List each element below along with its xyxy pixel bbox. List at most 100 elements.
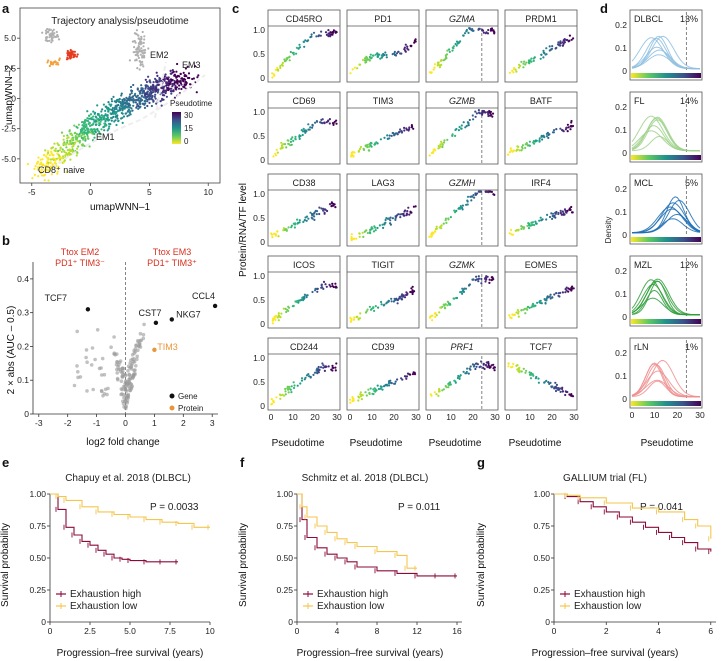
facet-point <box>565 286 568 289</box>
facet-point <box>549 293 552 296</box>
volcano-point <box>103 387 108 392</box>
umap-point <box>104 117 107 120</box>
facet-point <box>552 131 556 134</box>
umap-point <box>81 124 84 127</box>
umap-point <box>26 163 29 166</box>
umap-point <box>142 89 145 92</box>
legend-protein-marker <box>169 405 175 411</box>
umap-point <box>43 173 47 176</box>
a-xtick-label: 0 <box>88 187 93 197</box>
umap-point <box>144 100 147 103</box>
umap-point <box>173 96 176 99</box>
facet-tigit: TIGIT <box>346 255 420 329</box>
facet-point <box>368 305 371 308</box>
umap-point <box>48 154 52 157</box>
km-xtick-label: 16 <box>452 626 462 636</box>
facet-point <box>292 386 296 390</box>
umap-point <box>65 143 68 146</box>
facet-point <box>291 305 294 308</box>
umap-point <box>136 103 139 106</box>
umap-point <box>196 76 199 79</box>
facet-point <box>528 306 531 309</box>
umap-point <box>111 107 114 110</box>
umap-point <box>107 127 110 130</box>
facet-point <box>433 148 436 151</box>
umap-point <box>123 105 126 108</box>
facet-point <box>515 311 518 314</box>
facet-point <box>295 52 298 55</box>
umap-point <box>65 151 68 155</box>
umap-point <box>75 125 78 128</box>
facet-point <box>381 223 384 226</box>
facet-point <box>299 382 302 385</box>
facet-point <box>367 149 370 152</box>
facet-point <box>564 209 567 212</box>
umap-point <box>128 106 131 109</box>
volcano-point <box>121 402 126 406</box>
umap-point <box>189 83 192 86</box>
umap-point <box>31 177 34 180</box>
facet-point <box>380 56 383 59</box>
panel-c: Protein/RNA/TF level Pseudotime Pseudoti… <box>238 9 579 449</box>
umap-point <box>139 102 142 106</box>
umap-point <box>126 115 129 118</box>
umap-point <box>107 119 110 122</box>
volcano-point <box>138 342 142 347</box>
volcano-point <box>120 387 125 392</box>
umap-point <box>108 125 111 128</box>
facet-point <box>559 40 562 43</box>
umap-point <box>100 128 103 131</box>
umap-point <box>73 132 76 135</box>
umap-point <box>109 123 112 126</box>
facet-point <box>280 146 283 149</box>
facet-point <box>274 68 277 71</box>
umap-point <box>124 105 128 108</box>
facet-point <box>474 362 478 365</box>
label-em3: EM3 <box>182 60 201 70</box>
umap-point <box>137 107 140 110</box>
facet-point <box>395 132 398 135</box>
facet-point <box>350 233 353 236</box>
umap-point <box>102 103 105 106</box>
umap-point-gray <box>141 30 144 34</box>
density-xtick-label: 20 <box>673 410 683 420</box>
facet-point <box>281 393 284 396</box>
facet-point <box>401 298 404 301</box>
facet-point <box>507 362 510 365</box>
facet-point <box>562 42 565 45</box>
facet-point <box>277 319 280 322</box>
facet-point <box>388 134 391 137</box>
facet-point <box>368 231 372 234</box>
facet-point <box>508 232 511 235</box>
density-ytick-label: 0.1 <box>615 289 627 299</box>
facet-point <box>362 235 365 238</box>
facet-point <box>570 121 573 124</box>
facet-ytick-label: 0 <box>260 73 265 83</box>
facet-point <box>472 194 475 197</box>
umap-point <box>100 110 103 113</box>
density-ytick-label: 0.1 <box>615 371 627 381</box>
facet-point <box>529 373 532 376</box>
facet-point <box>559 387 562 390</box>
facet-point <box>413 41 416 44</box>
facet-point <box>318 206 321 209</box>
facet-point <box>400 131 403 134</box>
facet-point <box>487 112 490 115</box>
umap-point <box>170 90 173 93</box>
facet-point <box>553 387 556 390</box>
facet-point <box>304 39 307 42</box>
facet-point <box>528 144 532 147</box>
umap-point-other <box>52 36 55 39</box>
facet-ytick-label: 0 <box>260 155 265 165</box>
umap-point <box>33 173 37 176</box>
facet-point <box>447 217 450 220</box>
facet-point <box>364 59 367 62</box>
facet-point <box>531 302 535 305</box>
facet-point <box>402 214 405 217</box>
umap-point <box>50 146 54 150</box>
km-xtick-label: 5.0 <box>124 626 136 636</box>
facet-point <box>459 374 462 377</box>
facet-point <box>477 109 480 112</box>
facet-point <box>397 213 400 216</box>
